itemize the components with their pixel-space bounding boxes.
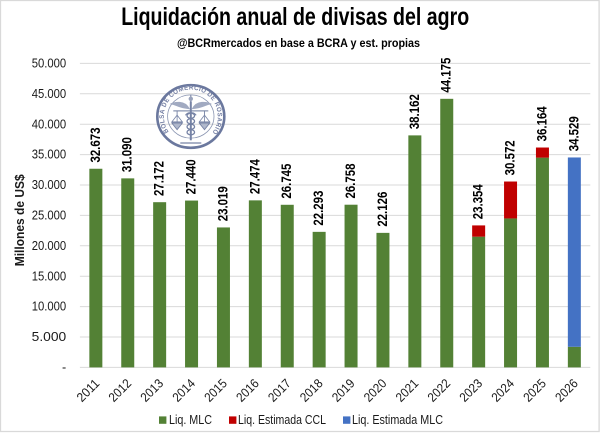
svg-text:27.172: 27.172 (151, 161, 167, 196)
svg-text:44.175: 44.175 (438, 57, 454, 92)
svg-text:23.354: 23.354 (470, 184, 486, 219)
svg-text:@BCRmercados en base a BCRA y: @BCRmercados en base a BCRA y est. propi… (177, 36, 420, 50)
svg-text:Liq. Estimada CCL: Liq. Estimada CCL (238, 412, 326, 427)
svg-text:15.000: 15.000 (32, 269, 67, 283)
svg-text:32.673: 32.673 (87, 127, 103, 162)
svg-text:27.440: 27.440 (182, 159, 198, 194)
svg-text:50.000: 50.000 (32, 57, 67, 71)
svg-text:38.162: 38.162 (406, 94, 422, 129)
svg-text:Millones de US$: Millones de US$ (12, 174, 27, 267)
svg-text:23.019: 23.019 (214, 186, 230, 221)
svg-text:40.000: 40.000 (32, 117, 67, 131)
svg-text:22.126: 22.126 (374, 192, 390, 227)
svg-text:Liq. MLC: Liq. MLC (169, 412, 212, 427)
svg-text:22.293: 22.293 (310, 190, 326, 225)
svg-text:Liquidación anual de divisas d: Liquidación anual de divisas del agro (121, 4, 469, 31)
svg-text:36.164: 36.164 (533, 106, 549, 141)
svg-text:5.000: 5.000 (32, 330, 67, 344)
svg-text:26.758: 26.758 (342, 163, 358, 198)
svg-text:Liq. Estimada MLC: Liq. Estimada MLC (352, 412, 443, 427)
svg-text:10.000: 10.000 (32, 300, 67, 314)
svg-text:45.000: 45.000 (32, 87, 67, 101)
svg-text:20.000: 20.000 (32, 239, 67, 253)
svg-text:35.000: 35.000 (32, 148, 67, 162)
svg-text:30.572: 30.572 (501, 140, 517, 175)
svg-text:34.529: 34.529 (565, 116, 581, 151)
svg-text:27.474: 27.474 (246, 159, 262, 194)
svg-text:-: - (62, 361, 66, 375)
svg-text:30.000: 30.000 (32, 178, 67, 192)
svg-text:31.090: 31.090 (119, 137, 135, 172)
svg-text:25.000: 25.000 (32, 209, 67, 223)
svg-text:26.745: 26.745 (278, 163, 294, 198)
